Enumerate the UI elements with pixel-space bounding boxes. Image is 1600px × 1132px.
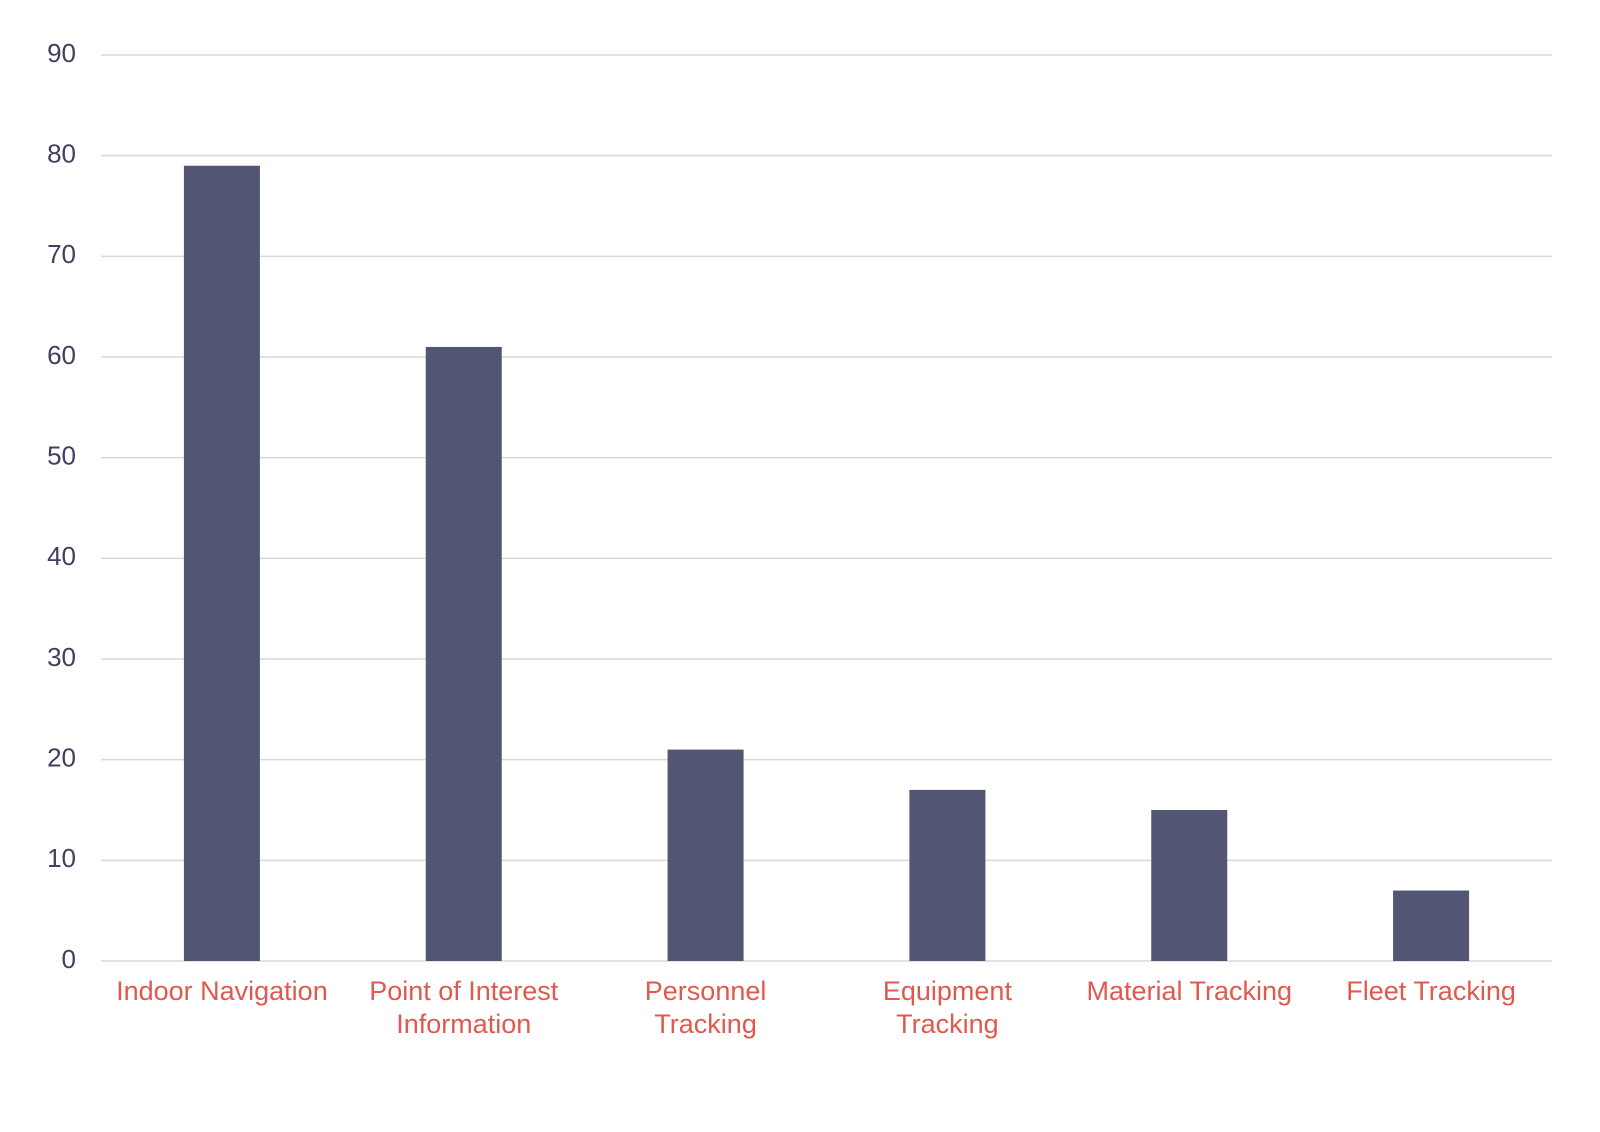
- bar: [183, 165, 260, 961]
- y-tick-label: 0: [62, 944, 76, 974]
- y-tick-label: 80: [47, 139, 76, 169]
- y-tick-label: 50: [47, 441, 76, 471]
- y-tick-label: 70: [47, 239, 76, 269]
- bar: [909, 789, 986, 961]
- y-tick-label: 40: [47, 541, 76, 571]
- y-tick-label: 90: [47, 38, 76, 68]
- bar: [425, 346, 502, 961]
- bar: [1151, 810, 1228, 961]
- y-tick-label: 30: [47, 642, 76, 672]
- x-tick-label: Material Tracking: [1086, 976, 1293, 1006]
- x-tick-label: Indoor Navigation: [116, 976, 328, 1006]
- y-tick-label: 10: [47, 843, 76, 873]
- bar: [667, 749, 744, 961]
- x-tick-label: Equipment Tracking: [882, 976, 1012, 1039]
- y-tick-label: 60: [47, 340, 76, 370]
- y-tick-label: 20: [47, 743, 76, 773]
- x-tick-label: Fleet Tracking: [1346, 976, 1516, 1006]
- x-tick-label: Point of Interest Information: [369, 976, 559, 1039]
- x-tick-label: Personnel Tracking: [644, 976, 767, 1039]
- bar: [1393, 890, 1470, 961]
